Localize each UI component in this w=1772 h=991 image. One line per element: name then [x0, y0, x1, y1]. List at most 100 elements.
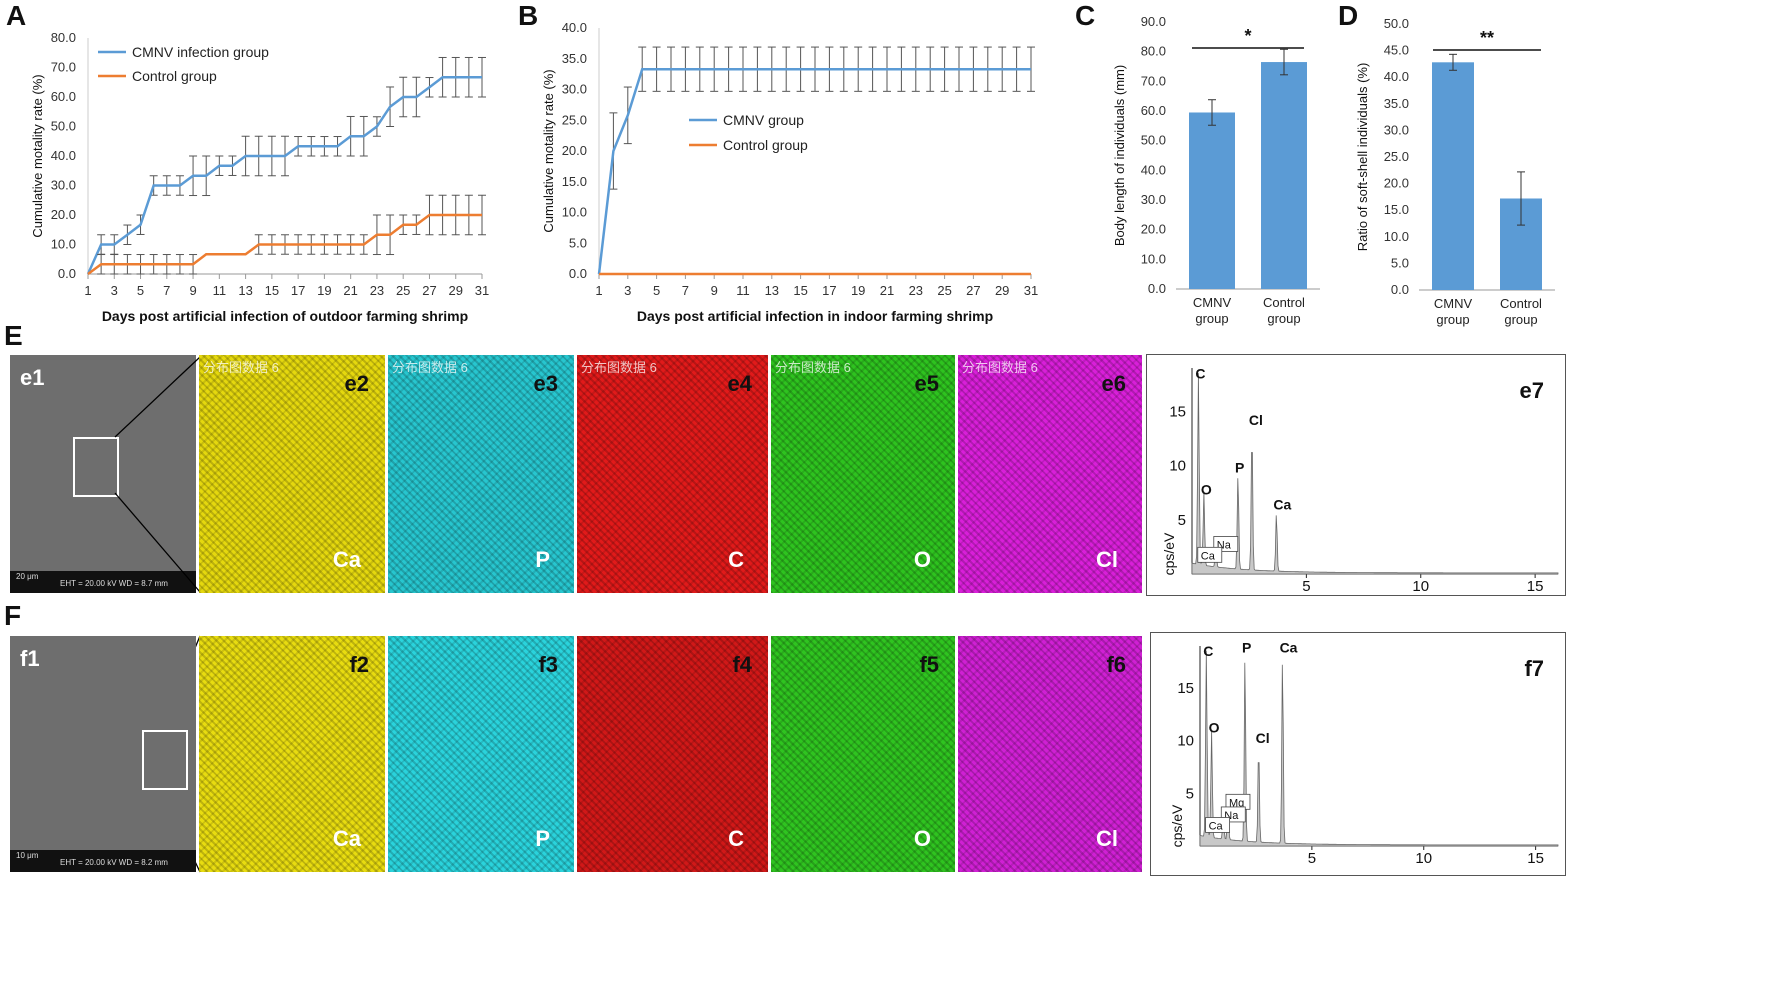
y-axis-label: cps/eV: [1169, 804, 1185, 847]
x-tick-label: 5: [1302, 578, 1310, 595]
category-label: group: [1267, 311, 1300, 326]
x-tick-label: 13: [238, 283, 252, 298]
peak-label: Ca: [1209, 820, 1224, 832]
peak-label: Cl: [1249, 412, 1263, 428]
element-map-f5: f5 O: [771, 636, 955, 872]
map-watermark: 分布图数据 6: [775, 360, 851, 375]
y-tick-label: 15: [1177, 680, 1194, 697]
element-label: Ca: [332, 826, 361, 851]
y-tick-label: 50.0: [1141, 133, 1166, 148]
element-label: P: [535, 547, 550, 572]
y-tick-label: 35.0: [1384, 96, 1409, 111]
y-tick-label: 80.0: [51, 30, 76, 45]
y-tick-label: 30.0: [1384, 122, 1409, 137]
element-map-e6: 分布图数据 6 e6 Cl: [958, 355, 1142, 593]
x-axis-label: Days post artificial infection in indoor…: [637, 308, 993, 324]
y-axis-label: Ratio of soft-shell individuals (%): [1355, 63, 1370, 252]
y-tick-label: 5: [1178, 512, 1186, 529]
x-tick-label: 25: [937, 283, 951, 298]
y-tick-label: 30.0: [562, 82, 587, 97]
y-tick-label: 70.0: [51, 60, 76, 75]
sem-label-e1: e1: [20, 365, 45, 390]
y-tick-label: 45.0: [1384, 43, 1409, 58]
x-tick-label: 15: [265, 283, 279, 298]
spectrum-frame: [1150, 632, 1566, 876]
map-tag: e3: [533, 371, 558, 396]
y-tick-label: 10.0: [51, 237, 76, 252]
zoom-region-box: [142, 730, 188, 790]
y-axis-label: Cumulative motality rate (%): [541, 69, 556, 232]
y-tick-label: 0.0: [58, 266, 76, 281]
y-tick-label: 10.0: [562, 205, 587, 220]
element-label: Cl: [1096, 826, 1118, 851]
y-tick-label: 0.0: [569, 266, 587, 281]
x-tick-label: 27: [966, 283, 980, 298]
x-tick-label: 25: [396, 283, 410, 298]
map-watermark: 分布图数据 6: [203, 360, 279, 375]
category-label: group: [1504, 312, 1537, 327]
x-tick-label: 29: [448, 283, 462, 298]
x-tick-label: 15: [1527, 850, 1544, 867]
spectrum-area: [1199, 650, 1559, 847]
x-tick-label: 11: [736, 283, 750, 298]
map-watermark: 分布图数据 6: [581, 360, 657, 375]
map-tag: e4: [727, 371, 752, 396]
x-tick-label: 10: [1415, 850, 1432, 867]
x-tick-label: 7: [682, 283, 689, 298]
peak-label: Ca: [1273, 496, 1291, 512]
y-tick-label: 15.0: [562, 174, 587, 189]
peak-label: C: [1195, 365, 1205, 381]
sem-info-bar: [10, 850, 196, 872]
x-tick-label: 21: [343, 283, 357, 298]
peak-label: Mg: [1229, 797, 1244, 809]
element-map-e4: 分布图数据 6 e4 C: [577, 355, 768, 593]
peak-label: C: [1203, 643, 1213, 659]
x-tick-label: 1: [595, 283, 602, 298]
x-tick-label: 5: [1308, 850, 1316, 867]
peak-label: O: [1201, 481, 1212, 497]
y-tick-label: 50.0: [51, 119, 76, 134]
x-tick-label: 21: [880, 283, 894, 298]
x-tick-label: 9: [189, 283, 196, 298]
series-line-2: [87, 213, 482, 276]
x-axis-label: Days post artificial infection of outdoo…: [102, 308, 468, 324]
category-label: group: [1436, 312, 1469, 327]
y-tick-label: 90.0: [1141, 14, 1166, 29]
y-tick-label: 10.0: [1384, 229, 1409, 244]
zoom-region-box: [73, 437, 119, 497]
element-map-f2: f2 Ca: [199, 636, 385, 872]
element-label: C: [728, 547, 744, 572]
legend-entry: CMNV group: [723, 112, 804, 128]
x-tick-label: 19: [851, 283, 865, 298]
y-tick-label: 25.0: [562, 112, 587, 127]
y-tick-label: 10.0: [1141, 251, 1166, 266]
x-tick-label: 29: [995, 283, 1009, 298]
element-map-e2: 分布图数据 6 e2 Ca: [199, 355, 385, 593]
spectrum-tag: f7: [1524, 656, 1544, 681]
significance-marker: *: [1244, 26, 1251, 46]
y-tick-label: 40.0: [51, 148, 76, 163]
peak-label: P: [1235, 460, 1244, 476]
x-tick-label: 15: [793, 283, 807, 298]
map-watermark: 分布图数据 6: [962, 360, 1038, 375]
element-label: P: [535, 826, 550, 851]
y-tick-label: 80.0: [1141, 44, 1166, 59]
category-label: CMNV: [1434, 296, 1473, 311]
map-tag: f4: [732, 652, 752, 677]
chart-b-indoor-mortality: 0.05.010.015.020.025.030.035.040.01 3 5 7 9 1…: [541, 20, 1038, 324]
y-tick-label: 5.0: [1391, 255, 1409, 270]
legend-entry: Control group: [132, 68, 217, 84]
y-tick-label: 15: [1169, 403, 1186, 420]
element-map-f4: f4 C: [577, 636, 768, 872]
series-line-1: [86, 75, 482, 275]
sem-info-text: EHT = 20.00 kV WD = 8.2 mm: [60, 858, 168, 867]
y-tick-label: 5: [1186, 785, 1194, 802]
panel-letter-b: B: [518, 0, 539, 31]
y-tick-label: 50.0: [1384, 16, 1409, 31]
map-watermark: 分布图数据 6: [392, 360, 468, 375]
peak-label-box: [1197, 546, 1223, 563]
y-tick-label: 5.0: [569, 235, 587, 250]
peak-label: Cl: [1256, 730, 1270, 746]
